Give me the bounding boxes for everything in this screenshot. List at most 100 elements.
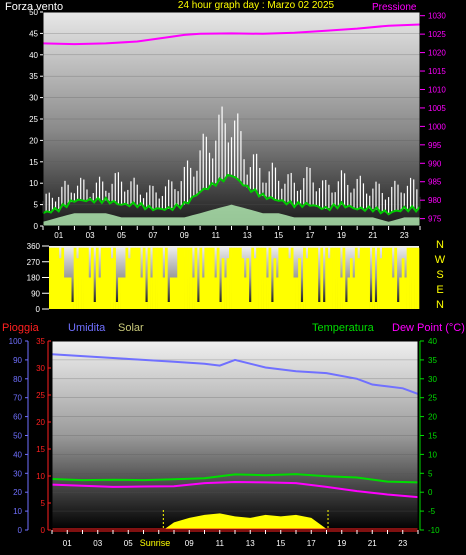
direction-bar [88, 277, 92, 309]
direction-bar [211, 247, 215, 309]
wind-x-tick-label: 07 [149, 231, 158, 240]
wind-x-tick-label: 09 [180, 231, 189, 240]
direction-bar [81, 247, 84, 309]
direction-bar [414, 247, 417, 309]
temperature-tick-label: -5 [428, 507, 436, 516]
direction-bar [118, 277, 121, 309]
humidity-tick-label: 60 [13, 413, 22, 422]
temperature-tick-label: 10 [428, 450, 437, 459]
direction-tick-label: 0 [36, 305, 41, 314]
direction-bar [258, 247, 262, 309]
direction-bar [399, 277, 403, 309]
direction-bar [317, 302, 321, 309]
direction-bar [271, 302, 274, 309]
direction-bar [384, 247, 388, 309]
direction-bar [298, 258, 301, 309]
direction-bar [354, 247, 358, 309]
direction-bar [73, 247, 77, 309]
wind-min-area [43, 204, 420, 226]
direction-bar [152, 247, 156, 309]
compass-letter: E [436, 284, 443, 296]
direction-bar [386, 247, 390, 309]
direction-bar [192, 277, 195, 309]
direction-bar [377, 247, 380, 309]
direction-bar [396, 302, 400, 309]
temp-x-tick-label: 03 [93, 539, 102, 548]
temp-x-tick-label: 19 [337, 539, 346, 548]
wind-x-tick-label: 13 [243, 231, 252, 240]
temperature-tick-label: 5 [428, 469, 433, 478]
rain-tick-label: 35 [36, 337, 45, 346]
direction-bar [68, 277, 72, 309]
humidity-line [51, 353, 419, 395]
direction-bar [285, 247, 289, 309]
wind-x-tick-label: 15 [274, 231, 283, 240]
direction-bar [78, 247, 82, 309]
pressure-tick-label: 980 [428, 196, 442, 205]
direction-bar [142, 247, 146, 309]
direction-bar [86, 247, 89, 309]
direction-bar [76, 258, 79, 309]
direction-bar [288, 258, 292, 309]
direction-bar [374, 302, 378, 309]
direction-bar [330, 247, 333, 309]
wind-x-tick-label: 05 [117, 231, 126, 240]
direction-bar [137, 247, 141, 309]
temperature-line [51, 473, 419, 484]
humidity-tick-label: 50 [13, 432, 22, 441]
humidity-tick-label: 100 [9, 337, 23, 346]
direction-bar [315, 247, 319, 309]
direction-bar [125, 247, 129, 309]
direction-bar [409, 247, 412, 309]
direction-bar [364, 247, 368, 309]
direction-bar [58, 258, 62, 309]
direction-bar [416, 247, 420, 309]
rain-tick-label: 20 [36, 418, 45, 427]
direction-bar [300, 302, 304, 309]
dewpoint-line [51, 480, 419, 499]
direction-bar [204, 247, 208, 309]
direction-bar [49, 247, 52, 309]
pressure-tick-label: 990 [428, 159, 442, 168]
direction-tick-label: 180 [27, 274, 41, 283]
wind-tick-label: 45 [29, 29, 38, 38]
rain-tick-label: 10 [36, 472, 45, 481]
humidity-tick-label: 20 [13, 488, 22, 497]
direction-bar [145, 302, 148, 309]
direction-bar [51, 247, 55, 309]
wind-average-line [42, 173, 421, 216]
direction-bar [130, 247, 134, 309]
direction-bar [362, 247, 366, 309]
direction-bar [187, 247, 190, 309]
direction-bar [303, 247, 306, 309]
wind-axis-title: Forza vento [5, 1, 63, 13]
direction-bar [71, 302, 74, 309]
direction-bar [120, 277, 124, 309]
humidity-tick-label: 10 [13, 507, 22, 516]
direction-bar [243, 277, 247, 309]
pressure-tick-label: 985 [428, 178, 442, 187]
direction-bar [66, 277, 70, 309]
direction-bar [236, 247, 240, 309]
pressure-tick-label: 1010 [428, 85, 446, 94]
direction-bar [63, 277, 67, 309]
pressure-tick-label: 1020 [428, 49, 446, 58]
direction-bar [189, 247, 193, 309]
direction-bar [199, 247, 203, 309]
direction-bar [150, 277, 153, 309]
direction-bar [155, 247, 158, 309]
wind-tick-label: 35 [29, 72, 38, 81]
rain-tick-label: 25 [36, 391, 45, 400]
temp-x-tick-label: 05 [124, 539, 133, 548]
direction-bar [347, 277, 351, 309]
pressure-tick-label: 1000 [428, 122, 446, 131]
wind-tick-label: 20 [29, 136, 38, 145]
legend-solar: Solar [118, 322, 144, 334]
direction-bar [157, 247, 161, 309]
graph-title: 24 hour graph day : Marzo 02 2025 [178, 0, 335, 11]
wind-tick-label: 5 [34, 201, 39, 210]
direction-bar [310, 247, 314, 309]
direction-bar [206, 247, 210, 309]
humidity-tick-label: 30 [13, 469, 22, 478]
